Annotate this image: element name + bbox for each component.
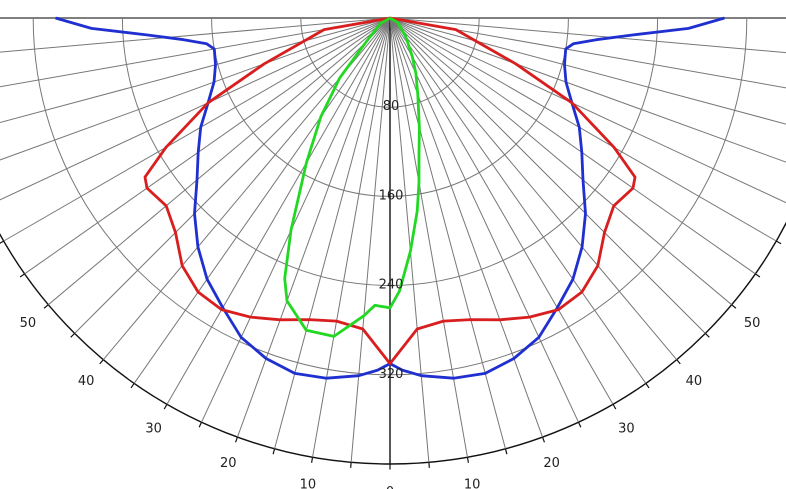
angle-tick-mark [43,304,49,309]
angle-spoke [0,17,391,201]
angle-spoke [133,17,391,384]
angle-spoke [74,17,391,334]
angle-tick-mark [0,240,5,244]
tick-labels: 80 160 240 320 50 40 30 20 10 0 10 20 30 40 50 [20,99,761,489]
angle-spoke [236,17,391,438]
angle-spoke [389,17,777,242]
angle-spoke [389,17,786,89]
angle-tick-label: 0 [386,485,394,489]
angle-spoke [389,17,430,463]
angle-spoke [0,17,391,88]
angle-tick-mark [198,421,203,428]
angle-spoke [389,17,678,360]
angle-tick-mark [731,304,737,309]
angle-tick-mark [504,448,508,455]
angle-spoke [389,17,706,334]
angle-tick-mark [19,273,26,278]
angle-tick-mark [99,359,104,365]
series-curve-3 [283,16,421,338]
angle-spoke [350,17,391,463]
angle-spoke [389,17,732,306]
angle-spoke [48,17,391,306]
angle-tick-label: 10 [300,478,317,489]
angle-tick-mark [466,457,470,463]
angle-tick-mark [754,273,761,278]
angle-spoke [389,17,786,125]
angle-spoke [389,17,647,384]
angle-tick-mark [163,403,168,410]
angle-tick-label: 20 [220,456,237,471]
angle-tick-label: 10 [464,478,481,489]
angle-spoke [389,17,786,163]
angle-tick-label: 50 [744,316,761,331]
angle-spoke [274,17,391,449]
radial-tick-label: 320 [379,367,404,382]
angle-tick-mark [70,332,76,338]
radial-tick-label: 80 [383,99,400,114]
angle-spoke [389,17,544,438]
angle-spoke [389,17,756,275]
intensity-curves [55,16,725,380]
angle-tick-label: 40 [78,374,95,389]
angle-tick-mark [310,457,314,463]
angle-tick-mark [541,436,546,443]
angle-tick-label: 40 [686,374,703,389]
angle-spoke [389,17,614,405]
angle-spoke [389,17,786,204]
angle-spoke [166,17,391,405]
angle-spoke [312,17,391,458]
series-curve-2 [143,16,637,365]
angle-spoke [0,17,391,53]
angle-spoke [0,17,391,124]
angle-spoke [24,17,391,275]
angle-tick-label: 30 [618,421,635,436]
polar-grid [0,17,786,470]
radial-tick-label: 160 [379,188,404,203]
angle-spoke [389,17,468,458]
angle-tick-mark [676,359,681,365]
angle-tick-mark [272,448,276,455]
angle-tick-mark [130,382,135,389]
angle-spoke [389,17,786,54]
angle-tick-label: 30 [145,421,162,436]
angle-tick-label: 50 [20,316,37,331]
angle-spoke [389,17,506,449]
angle-spoke [3,17,391,242]
angle-spoke [201,17,391,423]
angle-tick-mark [704,332,710,338]
angle-spoke [0,17,391,161]
angle-tick-mark [775,240,782,245]
angle-tick-mark [645,382,650,389]
angle-tick-label: 20 [543,456,560,471]
angle-spoke [389,17,579,423]
angle-tick-mark [612,403,617,410]
angle-tick-mark [577,421,582,428]
radial-tick-label: 240 [379,278,404,293]
angle-tick-mark [234,436,239,443]
